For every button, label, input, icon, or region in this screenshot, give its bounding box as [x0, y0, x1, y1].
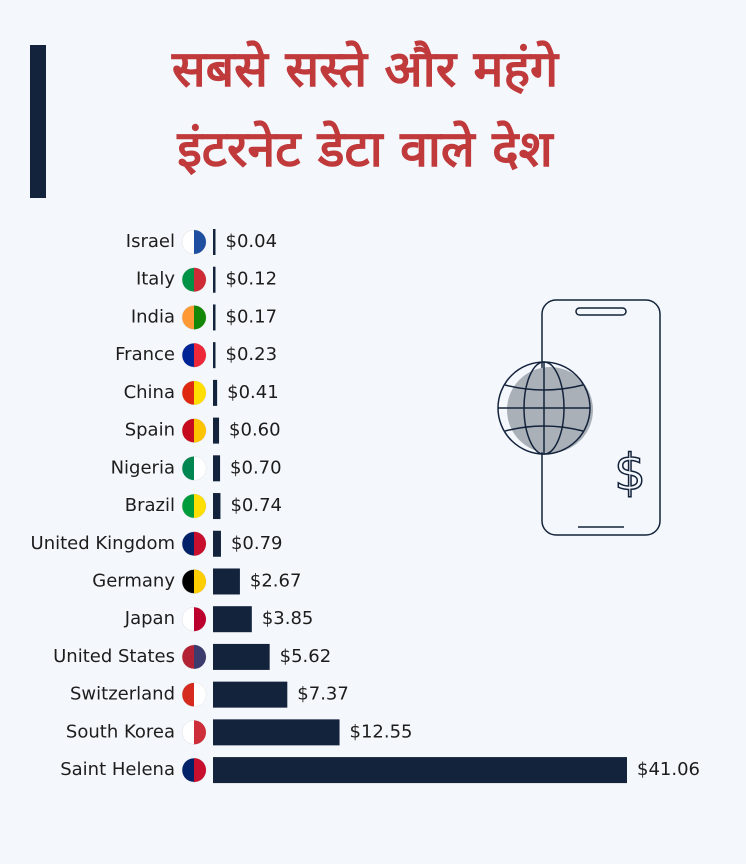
bar [213, 229, 216, 255]
y-tick-label: Italy [136, 269, 175, 290]
bar [213, 757, 627, 784]
chart-title: सबसे सस्ते और महंगे [171, 40, 560, 98]
value-label: $0.23 [226, 344, 278, 365]
value-label: $0.41 [227, 382, 279, 403]
bar [213, 379, 218, 406]
value-label: $0.17 [226, 306, 278, 327]
y-tick-label: Spain [125, 420, 175, 441]
y-tick-label: Nigeria [111, 457, 175, 478]
value-label: $12.55 [350, 721, 413, 742]
flag-detail [194, 720, 207, 745]
y-tick-label: China [124, 382, 175, 403]
value-label: $3.85 [262, 608, 314, 629]
bar [213, 493, 221, 520]
bar [213, 719, 340, 746]
flag-detail [194, 230, 206, 254]
y-tick-label: South Korea [66, 721, 175, 742]
value-label: $41.06 [637, 759, 700, 780]
globe-parallels [504, 384, 584, 432]
flag-detail [194, 456, 207, 481]
value-label: $0.04 [226, 231, 278, 252]
bar [213, 606, 252, 633]
y-tick-label: United States [53, 646, 175, 667]
flag-detail [194, 343, 207, 368]
y-tick-label: Germany [92, 570, 175, 591]
flag-detail [194, 380, 207, 405]
bar [213, 266, 216, 293]
y-tick-label: Saint Helena [60, 759, 175, 780]
value-label: $2.67 [250, 570, 302, 591]
value-label: $5.62 [280, 646, 332, 667]
bar [213, 681, 288, 708]
y-tick-label: India [131, 306, 175, 327]
bar [213, 342, 216, 369]
bar [213, 530, 221, 557]
chart-title: इंटरनेट डेटा वाले देश [176, 120, 554, 178]
bar [213, 455, 221, 482]
bar [213, 417, 220, 444]
bar [213, 568, 240, 595]
flag-detail [194, 758, 207, 783]
value-label: $0.70 [230, 457, 282, 478]
flag-detail [194, 682, 207, 707]
value-label: $0.12 [226, 269, 278, 290]
flag-detail [194, 644, 207, 669]
dollar-sign: $ [614, 444, 646, 502]
flag-detail [194, 418, 207, 443]
flag-detail [194, 607, 207, 632]
bar [213, 643, 270, 670]
flag-detail [194, 569, 207, 594]
value-label: $7.37 [297, 684, 349, 705]
y-tick-label: United Kingdom [31, 533, 175, 554]
y-tick-label: Israel [126, 231, 175, 252]
value-label: $0.74 [230, 495, 282, 516]
y-tick-label: Switzerland [70, 684, 175, 705]
flag-detail [194, 305, 207, 330]
title-accent [30, 45, 46, 198]
y-tick-label: France [115, 344, 175, 365]
illustration [497, 299, 661, 536]
phone-speaker [575, 307, 627, 316]
value-label: $0.79 [231, 533, 283, 554]
value-label: $0.60 [229, 420, 281, 441]
y-tick-label: Brazil [125, 495, 175, 516]
y-tick-label: Japan [124, 608, 175, 629]
flag-detail [194, 531, 207, 556]
bar [213, 304, 216, 331]
flag-detail [194, 494, 206, 519]
flag-detail [194, 267, 207, 292]
